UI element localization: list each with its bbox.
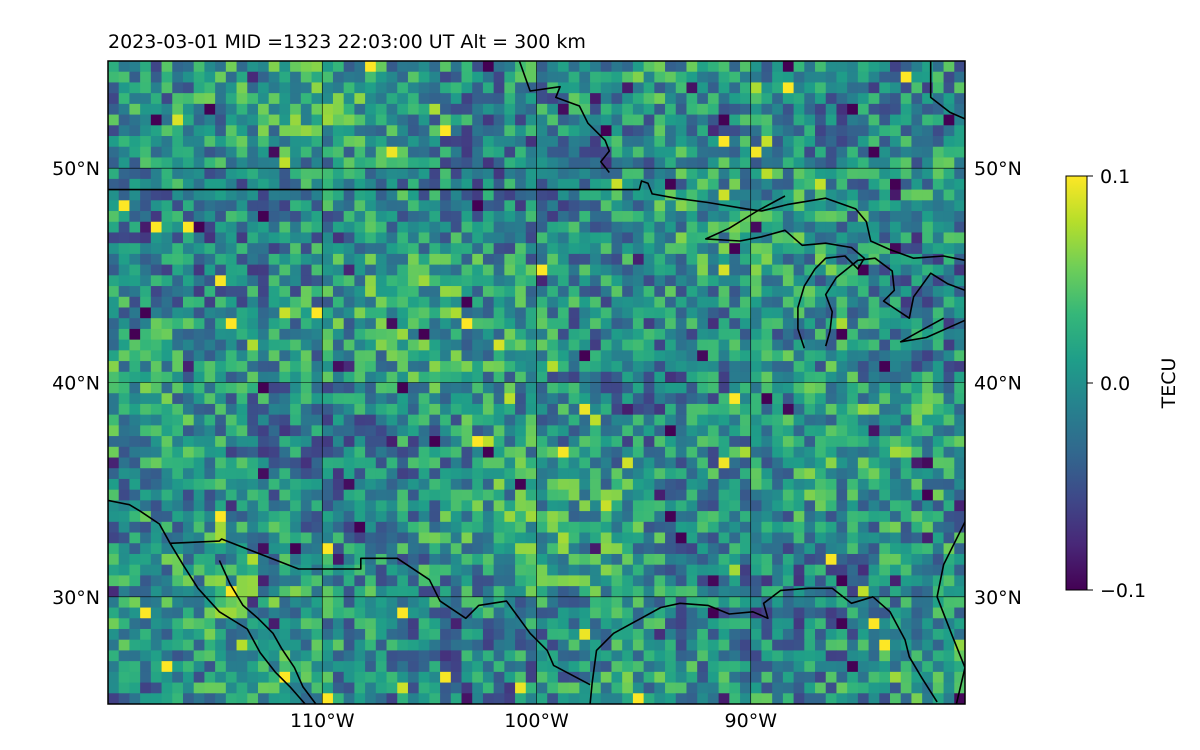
coastline	[704, 195, 866, 349]
coastline	[518, 61, 611, 173]
lon-tick-label: 100°W	[504, 710, 569, 732]
lat-tick-label: 50°N	[52, 158, 100, 180]
coastline	[170, 538, 591, 686]
tec-heatmap	[108, 61, 965, 704]
lat-tick-label: 50°N	[974, 158, 1022, 180]
coastline	[936, 521, 965, 704]
colorbar-tick-label: 0.0	[1100, 373, 1130, 395]
colorbar-gradient	[1066, 176, 1087, 590]
lat-tick-label: 40°N	[974, 373, 1022, 395]
coastline	[589, 587, 938, 704]
coastline	[218, 560, 317, 704]
lon-axis: 110°W 100°W 90°W	[290, 710, 777, 732]
colorbar-tick-label: 0.1	[1100, 166, 1130, 188]
lat-tick-label: 40°N	[52, 373, 100, 395]
lon-tick-label: 110°W	[290, 710, 355, 732]
chart-title: 2023-03-01 MID =1323 22:03:00 UT Alt = 3…	[108, 31, 586, 53]
map-frame	[107, 60, 966, 705]
lon-tick-label: 90°W	[725, 710, 778, 732]
coastline	[899, 317, 965, 343]
coastline	[108, 499, 306, 704]
coastlines-borders	[108, 61, 965, 704]
colorbar-tick-label: −0.1	[1100, 580, 1146, 602]
colorbar: 0.1 0.0 −0.1 TECU	[1065, 166, 1180, 602]
lat-tick-label: 30°N	[52, 587, 100, 609]
colorbar-label: TECU	[1158, 358, 1180, 410]
map-panel	[107, 60, 966, 705]
colorbar-ticks: 0.1 0.0 −0.1	[1087, 166, 1146, 602]
coastline	[108, 180, 965, 262]
lat-lon-grid	[108, 61, 965, 704]
lat-axis-right: 50°N 40°N 30°N	[974, 158, 1022, 609]
lat-axis-left: 50°N 40°N 30°N	[52, 158, 100, 609]
coastline	[929, 61, 965, 120]
lat-tick-label: 30°N	[974, 587, 1022, 609]
coastline	[824, 257, 965, 347]
